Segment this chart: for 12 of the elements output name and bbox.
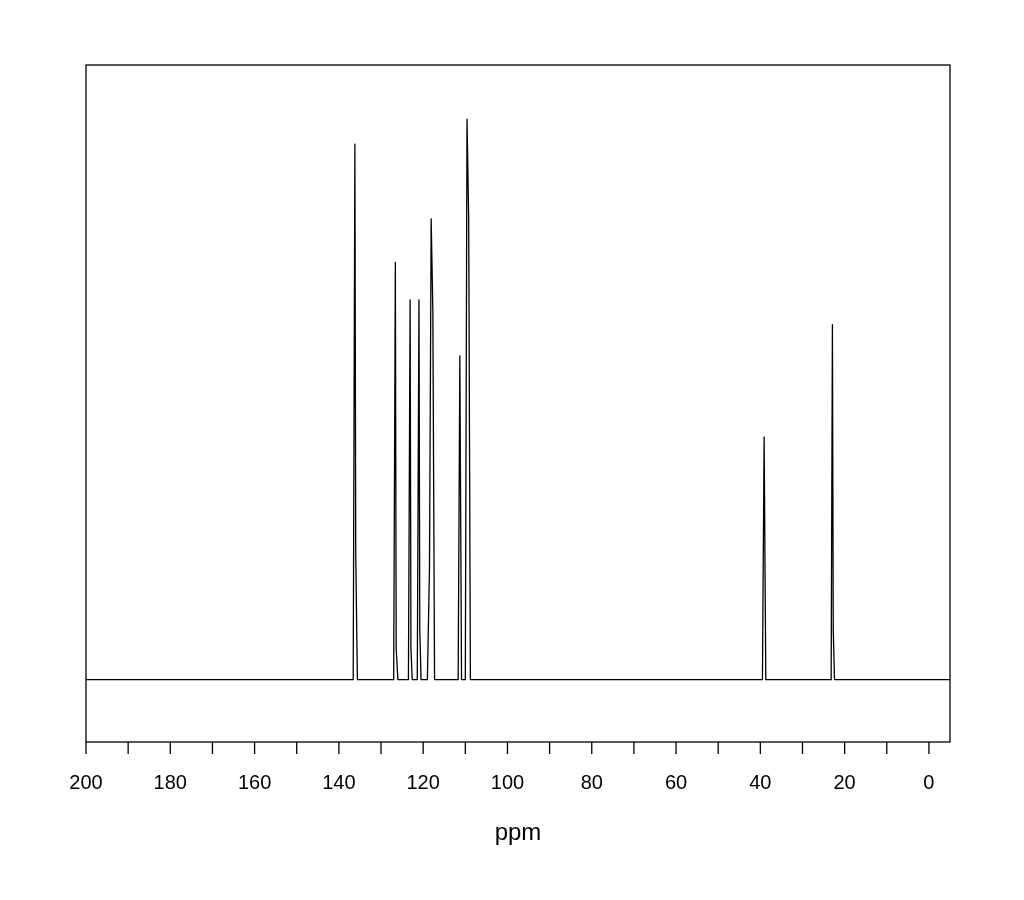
x-tick-label: 180 xyxy=(153,771,187,793)
x-tick-label: 140 xyxy=(322,771,356,793)
x-tick-label: 20 xyxy=(833,771,856,793)
x-tick-label: 40 xyxy=(749,771,772,793)
x-tick-label: 60 xyxy=(664,771,688,793)
x-tick-label: 160 xyxy=(237,771,272,793)
x-tick-label: 200 xyxy=(69,771,103,793)
x-tick-label: 80 xyxy=(580,771,603,793)
x-tick-label: 0 xyxy=(923,771,935,793)
x-tick-label: 120 xyxy=(406,771,440,793)
x-tick-label: 100 xyxy=(490,771,525,793)
x-axis-title: ppm xyxy=(494,818,542,845)
